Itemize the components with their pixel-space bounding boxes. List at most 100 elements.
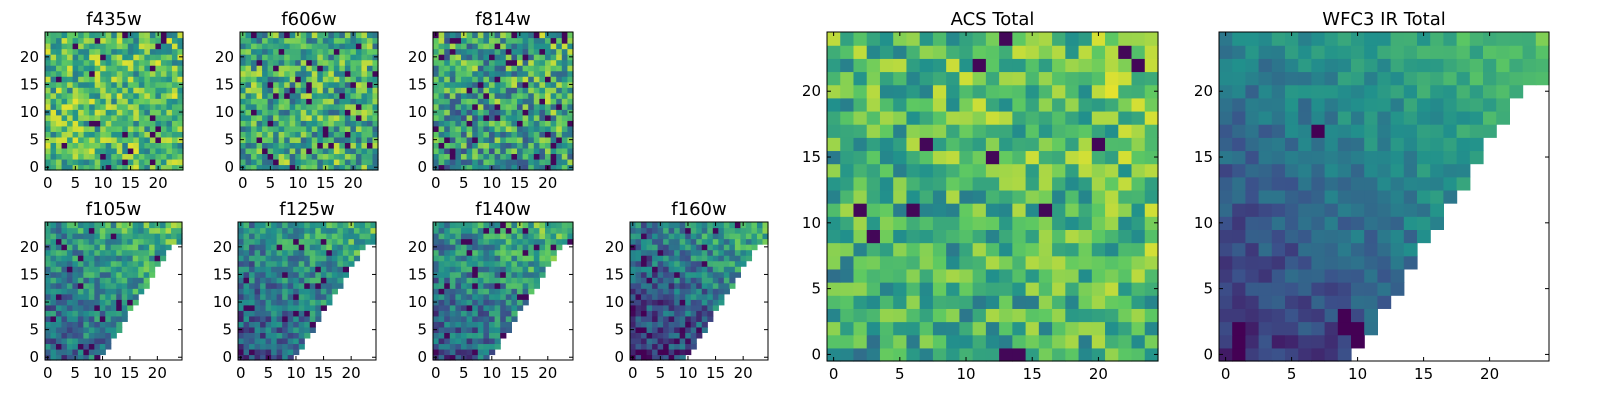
heatmap-cell bbox=[287, 321, 294, 328]
heatmap-cell bbox=[1324, 255, 1339, 270]
heatmap-cell bbox=[718, 293, 725, 300]
heatmap-cell bbox=[311, 87, 318, 94]
heatmap-cell bbox=[1258, 110, 1273, 125]
heatmap-cell bbox=[366, 153, 374, 160]
heatmap-cell bbox=[461, 48, 468, 55]
heatmap-cell bbox=[522, 109, 529, 116]
heatmap-cell bbox=[309, 293, 316, 300]
heatmap-cell bbox=[160, 76, 168, 83]
heatmap-cell bbox=[240, 87, 247, 94]
heatmap-cell bbox=[1232, 97, 1246, 112]
heatmap-cell bbox=[932, 203, 947, 217]
heatmap-cell bbox=[155, 131, 162, 138]
heatmap-cell bbox=[1065, 150, 1080, 165]
heatmap-cell bbox=[317, 87, 324, 94]
heatmap-cell bbox=[176, 233, 183, 240]
heatmap-cell bbox=[494, 76, 501, 83]
heatmap-cell bbox=[505, 326, 512, 333]
heatmap-cell bbox=[539, 98, 546, 105]
heatmap-cell bbox=[539, 158, 546, 166]
heatmap-cell bbox=[567, 131, 574, 138]
heatmap-cell bbox=[94, 37, 101, 44]
heatmap-cell bbox=[298, 233, 305, 240]
heatmap-cell bbox=[267, 147, 274, 155]
heatmap-cell bbox=[500, 131, 507, 138]
heatmap-cell bbox=[322, 48, 329, 55]
heatmap-cell bbox=[444, 354, 451, 361]
heatmap-cell bbox=[906, 84, 921, 99]
heatmap-cell bbox=[840, 45, 855, 59]
heatmap-cell bbox=[67, 114, 74, 121]
heatmap-cell bbox=[94, 255, 101, 262]
heatmap-cell bbox=[105, 142, 112, 149]
heatmap-cell bbox=[489, 87, 496, 94]
heatmap-cell bbox=[359, 222, 366, 229]
heatmap-cell bbox=[166, 92, 173, 99]
heatmap-cell bbox=[94, 337, 101, 345]
heatmap-cell bbox=[72, 153, 79, 160]
heatmap-cell bbox=[494, 164, 501, 171]
heatmap-cell bbox=[94, 65, 101, 72]
heatmap-cell bbox=[701, 222, 708, 229]
heatmap-cell bbox=[646, 288, 653, 295]
heatmap-cell bbox=[652, 310, 659, 317]
heatmap-cell bbox=[461, 227, 468, 234]
heatmap-cell bbox=[756, 238, 764, 245]
heatmap-cell bbox=[1417, 203, 1431, 217]
heatmap-cell bbox=[317, 158, 324, 166]
heatmap-cell bbox=[707, 310, 714, 317]
heatmap-cell bbox=[1469, 137, 1484, 152]
heatmap-cell bbox=[138, 70, 145, 77]
heatmap-cell bbox=[696, 310, 703, 317]
heatmap-cell bbox=[505, 227, 512, 234]
heatmap-cell bbox=[1038, 84, 1053, 99]
heatmap-cell bbox=[344, 114, 351, 121]
heatmap-cell bbox=[1430, 124, 1444, 138]
heatmap-cell bbox=[355, 164, 363, 171]
heatmap-cell bbox=[489, 54, 496, 61]
heatmap-cell bbox=[906, 255, 921, 270]
heatmap-cell bbox=[1271, 242, 1286, 257]
heatmap-cell bbox=[906, 321, 921, 336]
heatmap-cell bbox=[1271, 137, 1286, 152]
heatmap-cell bbox=[1091, 268, 1106, 283]
heatmap-cell bbox=[906, 295, 921, 309]
heatmap-cell bbox=[701, 238, 708, 245]
heatmap-cell bbox=[932, 334, 947, 349]
heatmap-cell bbox=[355, 92, 363, 99]
heatmap-cell bbox=[350, 70, 357, 77]
heatmap-cell bbox=[342, 238, 349, 245]
heatmap-cell bbox=[1232, 282, 1246, 296]
heatmap-cell bbox=[1025, 163, 1040, 178]
heatmap-cell bbox=[72, 249, 79, 256]
heatmap-cell bbox=[461, 81, 468, 88]
heatmap-cell bbox=[657, 332, 664, 339]
heatmap-cell bbox=[1232, 110, 1246, 125]
heatmap-cell bbox=[67, 87, 74, 94]
heatmap-cell bbox=[959, 347, 974, 362]
heatmap-cell bbox=[561, 120, 568, 127]
heatmap-cell bbox=[110, 288, 117, 295]
heatmap-cell bbox=[99, 233, 106, 240]
heatmap-cell bbox=[1144, 58, 1159, 73]
heatmap-cell bbox=[893, 268, 908, 283]
heatmap-cell bbox=[289, 81, 296, 88]
heatmap-cell bbox=[171, 54, 179, 61]
heatmap-cell bbox=[45, 43, 52, 50]
y-tick-label: 0 bbox=[224, 158, 234, 176]
heatmap-cell bbox=[287, 233, 294, 240]
heatmap-cell bbox=[455, 299, 462, 306]
heatmap-cell bbox=[149, 65, 156, 72]
heatmap-cell bbox=[685, 326, 692, 333]
heatmap-cell bbox=[61, 249, 68, 256]
heatmap-cell bbox=[528, 114, 535, 121]
heatmap-cell bbox=[298, 227, 305, 234]
heatmap-cell bbox=[116, 76, 123, 83]
heatmap-cell bbox=[483, 92, 490, 99]
heatmap-cell bbox=[679, 288, 686, 295]
x-tick-label: 20 bbox=[538, 364, 557, 382]
heatmap-cell bbox=[1105, 45, 1119, 59]
heatmap-cell bbox=[331, 266, 338, 273]
heatmap-cell bbox=[160, 81, 168, 88]
